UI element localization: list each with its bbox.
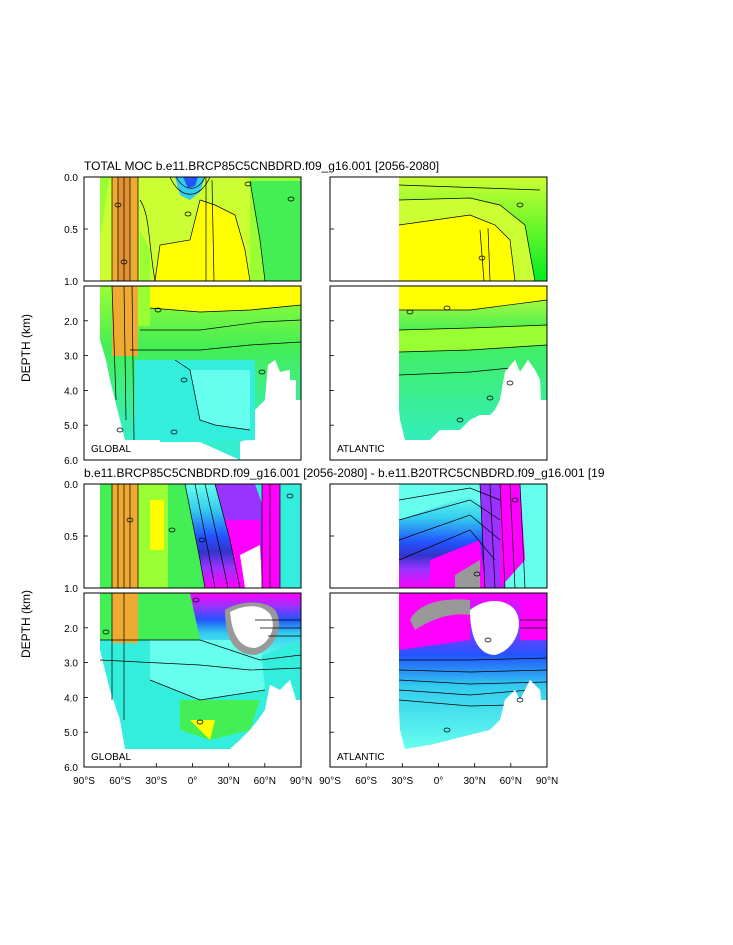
bottom-atlantic-upper-panel: [398, 483, 547, 589]
y-axis-label-bottom: DEPTH (km): [19, 590, 33, 658]
top-global-lower-panel: [100, 285, 302, 460]
top-atlantic-lower-panel: [398, 286, 548, 460]
y-tick-label: 4.0: [64, 386, 78, 397]
contour-label-zero: [154, 307, 162, 313]
x-tick-label: 90°N: [536, 776, 558, 787]
contour-label-zero: [192, 597, 200, 603]
contour-label-zero: [511, 497, 519, 503]
bottom-global-lower-panel: [99, 593, 302, 767]
bottom-figure-title: b.e11.BRCP85C5CNBDRD.f09_g16.001 [2056-2…: [84, 466, 605, 480]
y-tick-label: 6.0: [64, 456, 78, 467]
y-tick-label: 0.0: [64, 173, 78, 184]
contour-label-zero: [180, 377, 188, 383]
contour-label-zero: [287, 196, 295, 202]
contour-label-zero: [126, 517, 134, 523]
contour-label-zero: [456, 417, 464, 423]
top-atlantic-region-label: ATLANTIC: [337, 444, 385, 455]
x-tick-label: 60°N: [254, 776, 276, 787]
x-tick-label: 30°N: [463, 776, 485, 787]
contour-label-zero: [116, 427, 124, 433]
contour-label-zero: [102, 629, 110, 635]
top-global-lower-frame: [83, 285, 302, 461]
contour-label-zero: [473, 571, 481, 577]
top-atlantic-lower-frame: [329, 285, 548, 461]
contour-label-zero: [516, 202, 524, 208]
x-tick-label: 60°N: [500, 776, 522, 787]
x-tick-label: 30°S: [391, 776, 413, 787]
y-tick-label: 4.0: [64, 693, 78, 704]
x-tick-label: 0°: [188, 776, 198, 787]
contour-label-zero: [286, 493, 294, 499]
top-figure-title: TOTAL MOC b.e11.BRCP85C5CNBDRD.f09_g16.0…: [84, 159, 439, 173]
top-global-region-label: GLOBAL: [91, 444, 131, 455]
x-tick-label: 0°: [434, 776, 444, 787]
top-global-upper-panel: [100, 176, 301, 282]
bottom-atlantic-lower-panel: [398, 593, 548, 767]
bottom-atlantic-region-label: ATLANTIC: [337, 752, 385, 763]
contour-label-zero: [114, 202, 122, 208]
y-tick-label: 0.5: [64, 532, 78, 543]
contour-label-zero: [196, 719, 204, 725]
y-tick-label: 0.5: [64, 225, 78, 236]
contour-label-zero: [120, 259, 128, 265]
contour-label-zero: [184, 211, 192, 217]
x-tick-label: 60°S: [109, 776, 131, 787]
bottom-global-region-label: GLOBAL: [91, 752, 131, 763]
y-tick-label: 3.0: [64, 352, 78, 363]
contour-label-zero: [168, 527, 176, 533]
x-tick-label: 30°N: [217, 776, 239, 787]
contour-label-zero: [486, 395, 494, 401]
x-tick-label: 60°S: [355, 776, 377, 787]
contour-label-zero: [484, 637, 492, 643]
y-tick-label: 1.0: [64, 277, 78, 288]
top-atlantic-upper-panel: [398, 177, 547, 282]
tick-labels: 0.0 0.5 1.0 0.0 0.5 1.0 2.0 3.0 4.0 5.0 6.0 2.0 3.0 4…: [64, 173, 558, 787]
contour-label-zero: [406, 309, 414, 315]
x-tick-label: 30°S: [145, 776, 167, 787]
contour-label-zero: [198, 537, 206, 543]
contour-label-zero: [506, 380, 514, 386]
contour-label-zero: [516, 697, 524, 703]
x-tick-label: 90°S: [319, 776, 341, 787]
y-tick-label: 5.0: [64, 421, 78, 432]
y-tick-label: 1.0: [64, 584, 78, 595]
contour-label-zero: [443, 727, 451, 733]
contour-label-zero: [244, 181, 252, 187]
contour-label-zero: [170, 429, 178, 435]
y-tick-label: 2.0: [64, 317, 78, 328]
bottom-global-upper-panel: [100, 483, 301, 589]
contour-label-zero: [478, 255, 486, 261]
y-tick-label: 0.0: [64, 480, 78, 491]
contour-label-zero: [443, 305, 451, 311]
x-tick-label: 90°N: [290, 776, 312, 787]
x-tick-label: 90°S: [73, 776, 95, 787]
contour-label-zero: [258, 369, 266, 375]
y-tick-label: 3.0: [64, 659, 78, 670]
y-axis-label-top: DEPTH (km): [19, 314, 33, 382]
y-tick-label: 5.0: [64, 728, 78, 739]
y-tick-label: 6.0: [64, 763, 78, 774]
y-tick-label: 2.0: [64, 624, 78, 635]
